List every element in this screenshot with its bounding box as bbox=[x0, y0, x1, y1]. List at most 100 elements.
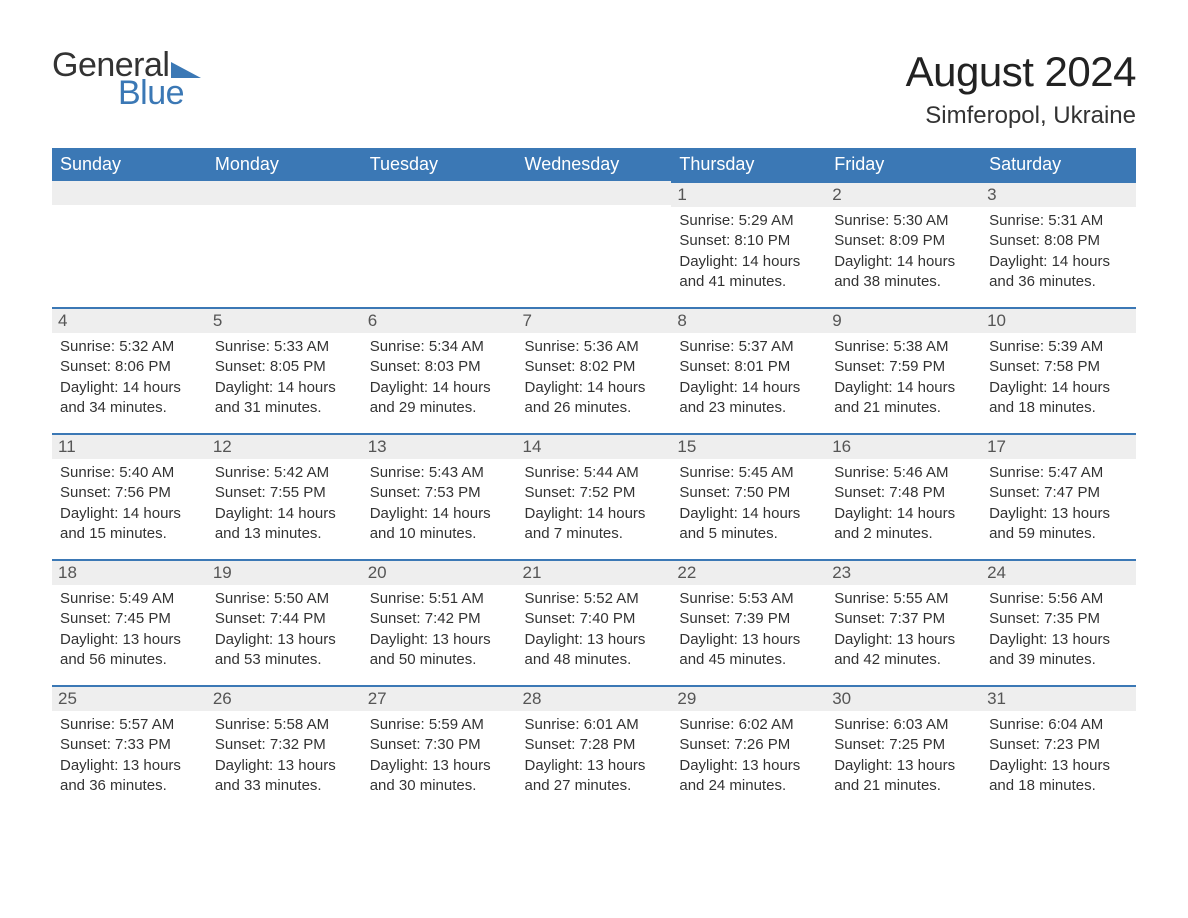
calendar-day-cell: 27Sunrise: 5:59 AMSunset: 7:30 PMDayligh… bbox=[362, 685, 517, 811]
calendar-day-cell: 20Sunrise: 5:51 AMSunset: 7:42 PMDayligh… bbox=[362, 559, 517, 685]
day-number: 4 bbox=[52, 307, 207, 333]
daylight-text: Daylight: 13 hours and 45 minutes. bbox=[679, 630, 818, 671]
calendar-day-cell: 12Sunrise: 5:42 AMSunset: 7:55 PMDayligh… bbox=[207, 433, 362, 559]
sunset-text: Sunset: 7:44 PM bbox=[215, 609, 354, 629]
day-info: Sunrise: 6:03 AMSunset: 7:25 PMDaylight:… bbox=[834, 715, 973, 796]
daylight-text: Daylight: 13 hours and 56 minutes. bbox=[60, 630, 199, 671]
sunrise-text: Sunrise: 5:46 AM bbox=[834, 463, 973, 483]
day-info: Sunrise: 6:01 AMSunset: 7:28 PMDaylight:… bbox=[525, 715, 664, 796]
sunset-text: Sunset: 7:26 PM bbox=[679, 735, 818, 755]
sunrise-text: Sunrise: 5:34 AM bbox=[370, 337, 509, 357]
day-info: Sunrise: 5:49 AMSunset: 7:45 PMDaylight:… bbox=[60, 589, 199, 670]
sunset-text: Sunset: 7:37 PM bbox=[834, 609, 973, 629]
daylight-text: Daylight: 14 hours and 29 minutes. bbox=[370, 378, 509, 419]
day-number: 5 bbox=[207, 307, 362, 333]
day-info: Sunrise: 5:31 AMSunset: 8:08 PMDaylight:… bbox=[989, 211, 1128, 292]
day-number: 31 bbox=[981, 685, 1136, 711]
calendar-day-cell: 8Sunrise: 5:37 AMSunset: 8:01 PMDaylight… bbox=[671, 307, 826, 433]
day-info: Sunrise: 5:29 AMSunset: 8:10 PMDaylight:… bbox=[679, 211, 818, 292]
day-number: 19 bbox=[207, 559, 362, 585]
sunset-text: Sunset: 7:42 PM bbox=[370, 609, 509, 629]
sunset-text: Sunset: 7:53 PM bbox=[370, 483, 509, 503]
day-number: 2 bbox=[826, 181, 981, 207]
day-number: 12 bbox=[207, 433, 362, 459]
sunset-text: Sunset: 7:40 PM bbox=[525, 609, 664, 629]
day-number: 15 bbox=[671, 433, 826, 459]
daylight-text: Daylight: 14 hours and 18 minutes. bbox=[989, 378, 1128, 419]
weekday-header: Tuesday bbox=[362, 148, 517, 181]
sunrise-text: Sunrise: 6:04 AM bbox=[989, 715, 1128, 735]
sunrise-text: Sunrise: 6:01 AM bbox=[525, 715, 664, 735]
daylight-text: Daylight: 14 hours and 2 minutes. bbox=[834, 504, 973, 545]
calendar-day-cell: 1Sunrise: 5:29 AMSunset: 8:10 PMDaylight… bbox=[671, 181, 826, 307]
daylight-text: Daylight: 14 hours and 41 minutes. bbox=[679, 252, 818, 293]
daylight-text: Daylight: 14 hours and 13 minutes. bbox=[215, 504, 354, 545]
calendar-day-cell: 15Sunrise: 5:45 AMSunset: 7:50 PMDayligh… bbox=[671, 433, 826, 559]
sunrise-text: Sunrise: 5:36 AM bbox=[525, 337, 664, 357]
daylight-text: Daylight: 14 hours and 10 minutes. bbox=[370, 504, 509, 545]
daylight-text: Daylight: 13 hours and 36 minutes. bbox=[60, 756, 199, 797]
sunset-text: Sunset: 7:35 PM bbox=[989, 609, 1128, 629]
sunrise-text: Sunrise: 5:58 AM bbox=[215, 715, 354, 735]
daylight-text: Daylight: 14 hours and 38 minutes. bbox=[834, 252, 973, 293]
sunrise-text: Sunrise: 5:59 AM bbox=[370, 715, 509, 735]
sunset-text: Sunset: 7:39 PM bbox=[679, 609, 818, 629]
weekday-header: Saturday bbox=[981, 148, 1136, 181]
sunrise-text: Sunrise: 5:49 AM bbox=[60, 589, 199, 609]
sunrise-text: Sunrise: 5:33 AM bbox=[215, 337, 354, 357]
sunset-text: Sunset: 7:50 PM bbox=[679, 483, 818, 503]
sunset-text: Sunset: 7:55 PM bbox=[215, 483, 354, 503]
daylight-text: Daylight: 14 hours and 5 minutes. bbox=[679, 504, 818, 545]
daylight-text: Daylight: 13 hours and 24 minutes. bbox=[679, 756, 818, 797]
weekday-header: Wednesday bbox=[517, 148, 672, 181]
day-number: 26 bbox=[207, 685, 362, 711]
day-info: Sunrise: 5:53 AMSunset: 7:39 PMDaylight:… bbox=[679, 589, 818, 670]
empty-day-bar bbox=[52, 181, 207, 205]
logo: General Blue bbox=[52, 48, 201, 110]
day-number: 3 bbox=[981, 181, 1136, 207]
sunrise-text: Sunrise: 5:53 AM bbox=[679, 589, 818, 609]
calendar-page: General Blue August 2024 Simferopol, Ukr… bbox=[0, 0, 1188, 851]
day-number: 27 bbox=[362, 685, 517, 711]
calendar-day-cell: 2Sunrise: 5:30 AMSunset: 8:09 PMDaylight… bbox=[826, 181, 981, 307]
daylight-text: Daylight: 13 hours and 21 minutes. bbox=[834, 756, 973, 797]
day-number: 6 bbox=[362, 307, 517, 333]
calendar-day-cell: 14Sunrise: 5:44 AMSunset: 7:52 PMDayligh… bbox=[517, 433, 672, 559]
daylight-text: Daylight: 14 hours and 15 minutes. bbox=[60, 504, 199, 545]
location-label: Simferopol, Ukraine bbox=[906, 102, 1136, 130]
calendar-day-cell: 9Sunrise: 5:38 AMSunset: 7:59 PMDaylight… bbox=[826, 307, 981, 433]
calendar-day-cell: 23Sunrise: 5:55 AMSunset: 7:37 PMDayligh… bbox=[826, 559, 981, 685]
sunset-text: Sunset: 8:10 PM bbox=[679, 231, 818, 251]
day-number: 21 bbox=[517, 559, 672, 585]
sunset-text: Sunset: 7:56 PM bbox=[60, 483, 199, 503]
page-header: General Blue August 2024 Simferopol, Ukr… bbox=[52, 48, 1136, 130]
calendar-day-cell: 22Sunrise: 5:53 AMSunset: 7:39 PMDayligh… bbox=[671, 559, 826, 685]
day-info: Sunrise: 5:47 AMSunset: 7:47 PMDaylight:… bbox=[989, 463, 1128, 544]
daylight-text: Daylight: 13 hours and 50 minutes. bbox=[370, 630, 509, 671]
empty-day-bar bbox=[517, 181, 672, 205]
sunrise-text: Sunrise: 5:51 AM bbox=[370, 589, 509, 609]
day-info: Sunrise: 5:33 AMSunset: 8:05 PMDaylight:… bbox=[215, 337, 354, 418]
calendar-day-cell: 7Sunrise: 5:36 AMSunset: 8:02 PMDaylight… bbox=[517, 307, 672, 433]
calendar-day-cell bbox=[207, 181, 362, 307]
calendar-day-cell: 16Sunrise: 5:46 AMSunset: 7:48 PMDayligh… bbox=[826, 433, 981, 559]
day-number: 11 bbox=[52, 433, 207, 459]
day-info: Sunrise: 5:51 AMSunset: 7:42 PMDaylight:… bbox=[370, 589, 509, 670]
sunrise-text: Sunrise: 5:52 AM bbox=[525, 589, 664, 609]
daylight-text: Daylight: 13 hours and 33 minutes. bbox=[215, 756, 354, 797]
sunrise-text: Sunrise: 5:31 AM bbox=[989, 211, 1128, 231]
calendar-day-cell: 5 Sunrise: 5:33 AMSunset: 8:05 PMDaylight… bbox=[207, 307, 362, 433]
calendar-day-cell: 4Sunrise: 5:32 AMSunset: 8:06 PMDaylight… bbox=[52, 307, 207, 433]
day-number: 7 bbox=[517, 307, 672, 333]
daylight-text: Daylight: 13 hours and 59 minutes. bbox=[989, 504, 1128, 545]
sunrise-text: Sunrise: 5:44 AM bbox=[525, 463, 664, 483]
daylight-text: Daylight: 14 hours and 31 minutes. bbox=[215, 378, 354, 419]
day-number: 17 bbox=[981, 433, 1136, 459]
sunrise-text: Sunrise: 5:55 AM bbox=[834, 589, 973, 609]
sunset-text: Sunset: 7:47 PM bbox=[989, 483, 1128, 503]
sunrise-text: Sunrise: 5:56 AM bbox=[989, 589, 1128, 609]
calendar-day-cell bbox=[52, 181, 207, 307]
calendar-day-cell: 25Sunrise: 5:57 AMSunset: 7:33 PMDayligh… bbox=[52, 685, 207, 811]
daylight-text: Daylight: 13 hours and 53 minutes. bbox=[215, 630, 354, 671]
day-info: Sunrise: 5:50 AMSunset: 7:44 PMDaylight:… bbox=[215, 589, 354, 670]
